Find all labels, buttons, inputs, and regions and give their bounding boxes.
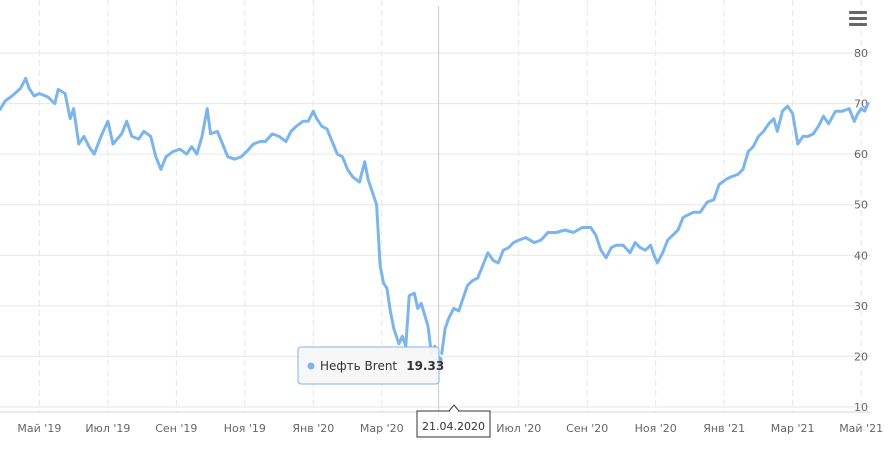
x-tick-label: Май '21 [839, 422, 883, 435]
x-tick-label: Июл '20 [496, 422, 541, 435]
x-tick-label: Мар '21 [771, 422, 815, 435]
x-tick-label: Ноя '19 [224, 422, 266, 435]
hamburger-menu-icon[interactable] [846, 8, 870, 30]
y-tick-label: 10 [854, 401, 868, 414]
x-tick-label: Янв '20 [292, 422, 334, 435]
crosshair-date-label: 21.04.2020 [416, 404, 491, 438]
y-tick-label: 20 [854, 350, 868, 363]
tooltip-value: 19.33 [406, 359, 444, 373]
tooltip: Нефть Brent 19.33 [297, 346, 444, 385]
y-tick-label: 30 [854, 300, 868, 313]
x-tick-label: Мар '20 [360, 422, 404, 435]
tooltip-series-dot [307, 362, 315, 370]
x-tick-label: Июл '19 [85, 422, 130, 435]
y-tick-label: 70 [854, 98, 868, 111]
crosshair-date-text: 21.04.2020 [422, 420, 485, 433]
svg-text:Нефть Brent 19.33: Нефть Brent 19.33 [320, 355, 444, 374]
x-tick-label: Янв '21 [703, 422, 745, 435]
x-tick-label: Сен '20 [566, 422, 608, 435]
y-tick-label: 40 [854, 249, 868, 262]
y-tick-label: 50 [854, 199, 868, 212]
y-axis-tick-labels: 10 20 30 40 50 60 70 80 [854, 47, 868, 414]
y-tick-label: 80 [854, 47, 868, 60]
x-tick-label: Сен '19 [155, 422, 197, 435]
series-line-brent [0, 76, 870, 362]
y-tick-label: 60 [854, 148, 868, 161]
x-axis-tick-labels: Май '19 Июл '19 Сен '19 Ноя '19 Янв '20 Мар '… [17, 422, 883, 435]
x-tick-label: Ноя '20 [635, 422, 677, 435]
tooltip-series-name: Нефть Brent [320, 359, 397, 373]
x-tick-label: Май '19 [17, 422, 61, 435]
